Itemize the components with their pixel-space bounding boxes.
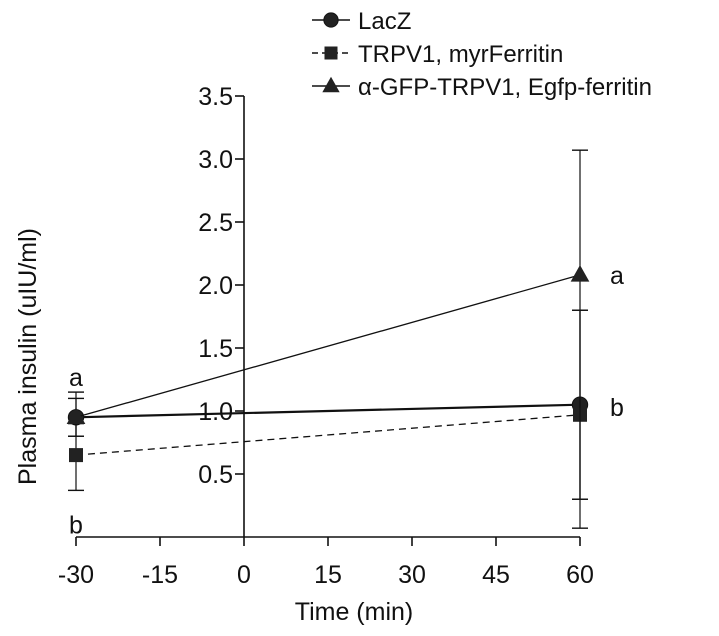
x-tick-label: 60 [566, 561, 594, 589]
series-2 [67, 150, 590, 528]
y-tick-label: 2.0 [198, 272, 233, 300]
legend-label: TRPV1, myrFerritin [358, 41, 563, 68]
y-tick-label: 1.5 [198, 335, 233, 363]
x-tick-label: -15 [142, 561, 178, 589]
y-tick-label: 3.5 [198, 83, 233, 111]
series-0 [68, 310, 588, 499]
x-tick-label: 45 [482, 561, 510, 589]
legend-label: LacZ [358, 8, 411, 35]
y-tick-label: 3.0 [198, 146, 233, 174]
x-tick-label: 15 [314, 561, 342, 589]
legend: LacZ TRPV1, myrFerritin α-GFP-TRPV1, Egfp-… [312, 8, 652, 101]
series-line [76, 405, 580, 418]
series-line [76, 275, 580, 417]
legend-entry-1: TRPV1, myrFerritin [312, 41, 563, 68]
data-point-triangle [571, 265, 590, 282]
annotations: a b a b [69, 262, 624, 539]
legend-entry-2: α-GFP-TRPV1, Egfp-ferritin [312, 74, 652, 101]
legend-entry-0: LacZ [312, 8, 411, 35]
x-tick-label: -30 [58, 561, 94, 589]
series-1 [68, 310, 588, 499]
legend-marker-circle [324, 13, 338, 27]
x-tick-label: 30 [398, 561, 426, 589]
x-axis-title: Time (min) [295, 598, 414, 626]
y-tick-label: 2.5 [198, 209, 233, 237]
annotation-label: a [610, 262, 624, 290]
y-tick-label: 0.5 [198, 461, 233, 489]
annotation-label: b [69, 511, 83, 539]
x-tick-label: 0 [237, 561, 251, 589]
y-tick-label: 1.0 [198, 398, 233, 426]
data-point-square [69, 448, 83, 462]
annotation-label: b [610, 394, 624, 422]
annotation-label: a [69, 364, 83, 392]
legend-marker-square [325, 47, 338, 60]
y-axis-title: Plasma insulin (uIU/ml) [14, 228, 42, 485]
legend-label: α-GFP-TRPV1, Egfp-ferritin [358, 74, 652, 101]
legend-marker-triangle [322, 77, 339, 93]
axes: -30 -15 0 15 30 45 60 0.5 1.0 1.5 2.0 2.5 3.0 3.5 Time… [14, 83, 594, 626]
series-layer [67, 150, 590, 528]
series-line [76, 415, 580, 455]
